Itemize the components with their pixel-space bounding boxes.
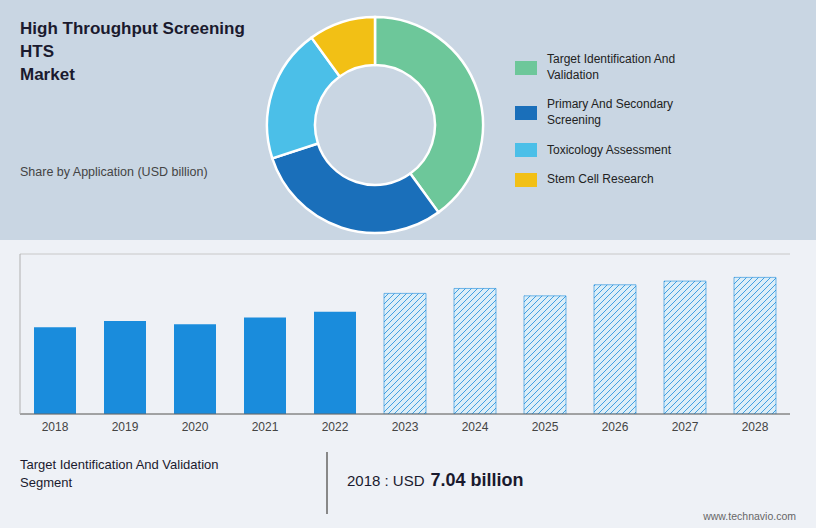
html-text:Stem Cell Research: Stem Cell Research [547,172,654,187]
svg-text:2023: 2023 [392,420,419,434]
svg-text:2026: 2026 [602,420,629,434]
html-text:Toxicology Assessment: Toxicology Assessment [547,142,672,157]
html-text:2018 : USD 7.04 billion: 2018 : USD 7.04 billion [347,470,524,490]
svg-text:2025: 2025 [532,420,559,434]
svg-text:2028: 2028 [742,420,769,434]
svg-text:2027: 2027 [672,420,699,434]
svg-text:2022: 2022 [322,420,349,434]
svg-text:2019: 2019 [112,420,139,434]
svg-text:2024: 2024 [462,420,489,434]
html-text:Primary And Secondary Screenin: Primary And Secondary Screening [547,97,674,127]
svg-text:2021: 2021 [252,420,279,434]
html-text:Target Identification And Vali: Target Identification And Validation Seg… [20,457,219,491]
svg-text:2020: 2020 [182,420,209,434]
html-text:Share by Application (USD bill: Share by Application (USD billion) [20,165,208,179]
html-text:www.technavio.com: www.technavio.com [703,510,796,522]
html-text:Target Identification And Vali: Target Identification And Validation [547,52,676,82]
svg-text:2018: 2018 [42,420,69,434]
html-text:High Throughput Screening HTS: High Throughput Screening HTS Market [20,19,245,84]
